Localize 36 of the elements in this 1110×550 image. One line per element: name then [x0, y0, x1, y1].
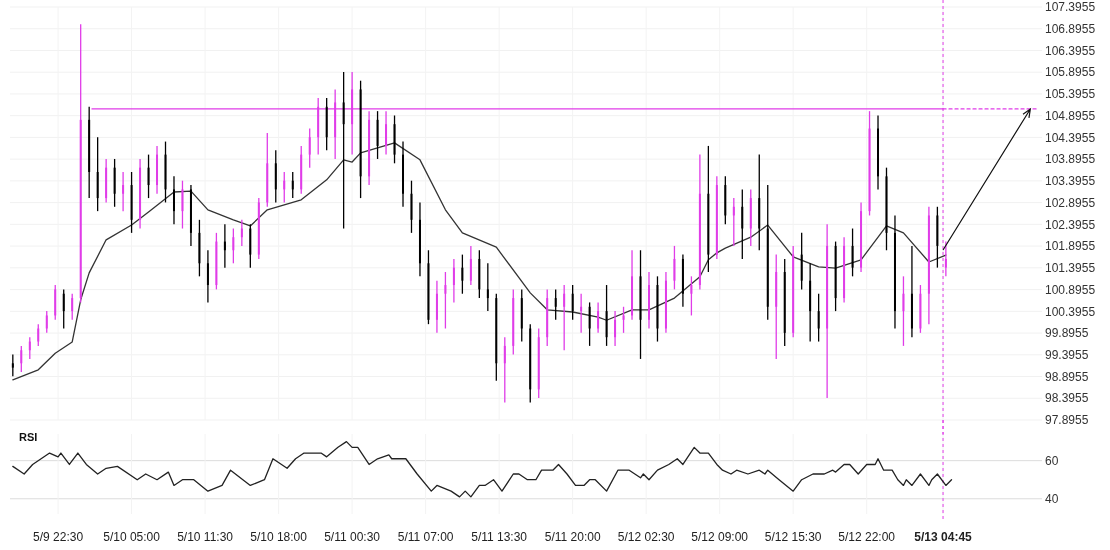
- y-tick-label: 101.8955: [1045, 239, 1096, 254]
- x-tick-label: 5/12 09:00: [691, 530, 749, 544]
- chart-title: RSI: [19, 431, 38, 443]
- y-tick-label: 60: [1045, 453, 1059, 468]
- x-tick-label: 5/12 02:30: [617, 530, 675, 544]
- y-tick-label: 107.3955: [1045, 0, 1096, 15]
- y-tick-label: 97.8955: [1045, 413, 1089, 428]
- y-tick-label: 105.8955: [1045, 65, 1096, 80]
- x-tick-label: 5/11 07:00: [397, 530, 454, 544]
- y-tick-label: 99.3955: [1045, 347, 1089, 362]
- x-tick-label: 5/10 18:00: [250, 530, 308, 544]
- x-tick-label: 5/13 04:45: [914, 530, 973, 544]
- y-tick-label: 103.3955: [1045, 174, 1096, 189]
- y-tick-label: 100.8955: [1045, 282, 1096, 297]
- x-tick-label: 5/11 20:00: [544, 530, 601, 544]
- y-tick-label: 98.8955: [1045, 369, 1089, 384]
- y-tick-label: 101.3955: [1045, 261, 1096, 276]
- y-tick-label: 105.3955: [1045, 87, 1096, 102]
- y-tick-label: 99.8955: [1045, 326, 1089, 341]
- x-tick-label: 5/11 13:30: [471, 530, 528, 544]
- y-tick-label: 103.8955: [1045, 152, 1096, 167]
- x-tick-label: 5/12 22:00: [838, 530, 896, 544]
- x-tick-label: 5/10 11:30: [177, 530, 234, 544]
- y-tick-label: 100.3955: [1045, 304, 1096, 319]
- y-tick-label: 98.3955: [1045, 391, 1089, 406]
- x-tick-label: 5/10 05:00: [103, 530, 161, 544]
- y-tick-label: 104.3955: [1045, 130, 1096, 145]
- y-tick-label: 106.3955: [1045, 43, 1096, 58]
- y-tick-label: 40: [1045, 491, 1059, 506]
- x-tick-label: 5/9 22:30: [33, 530, 84, 544]
- x-tick-label: 5/12 15:30: [764, 530, 822, 544]
- x-tick-label: 5/11 00:30: [324, 530, 381, 544]
- y-tick-label: 106.8955: [1045, 21, 1096, 36]
- y-tick-label: 104.8955: [1045, 108, 1096, 123]
- y-tick-label: 102.8955: [1045, 195, 1096, 210]
- y-tick-label: 102.3955: [1045, 217, 1096, 232]
